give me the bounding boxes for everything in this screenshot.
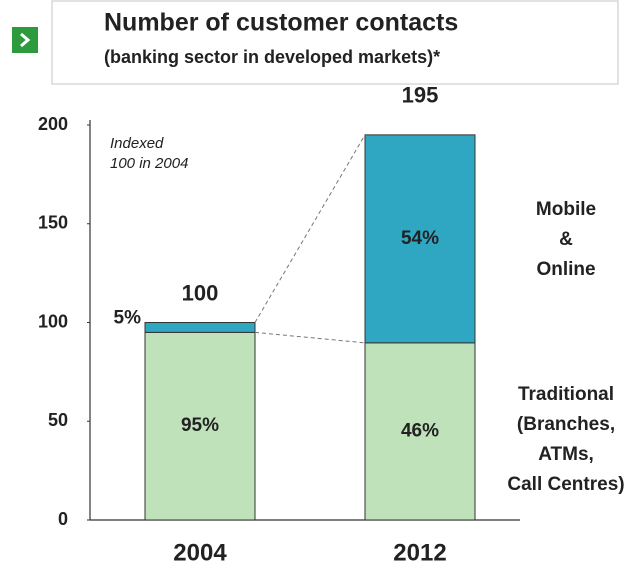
bar-segment (364, 342, 476, 521)
icon (12, 27, 38, 53)
chart-subtitle: (banking sector in developed markets)* (104, 47, 440, 67)
y-tick-label: 0 (58, 509, 68, 529)
title-box (51, 0, 619, 85)
data-label: 5% (114, 308, 142, 329)
y-tick-label: 50 (48, 410, 68, 430)
connector (254, 134, 366, 323)
data-label: 95% (181, 415, 219, 436)
legend-label: Mobile & Online (536, 199, 596, 280)
x-tick-label: 2012 (393, 539, 446, 566)
data-label: 46% (401, 420, 439, 441)
data-label: 54% (401, 228, 439, 249)
icon-arrow (20, 32, 31, 48)
bar-segment (144, 322, 256, 333)
legend-label: Traditional (Branches, ATMs, Call Centres) (507, 384, 624, 495)
chart-title: Number of customer contacts (104, 9, 458, 37)
y-tick-label: 200 (38, 114, 68, 134)
bar-segment (144, 331, 256, 521)
total-label: 195 (402, 83, 439, 108)
x-tick-label: 2004 (173, 539, 227, 566)
y-tick-label: 100 (38, 311, 68, 331)
y-tick-label: 150 (38, 213, 68, 233)
connector (254, 331, 366, 344)
annotation: Indexed 100 in 2004 (110, 135, 188, 172)
total-label: 100 (182, 280, 219, 305)
bar-segment (364, 134, 476, 344)
